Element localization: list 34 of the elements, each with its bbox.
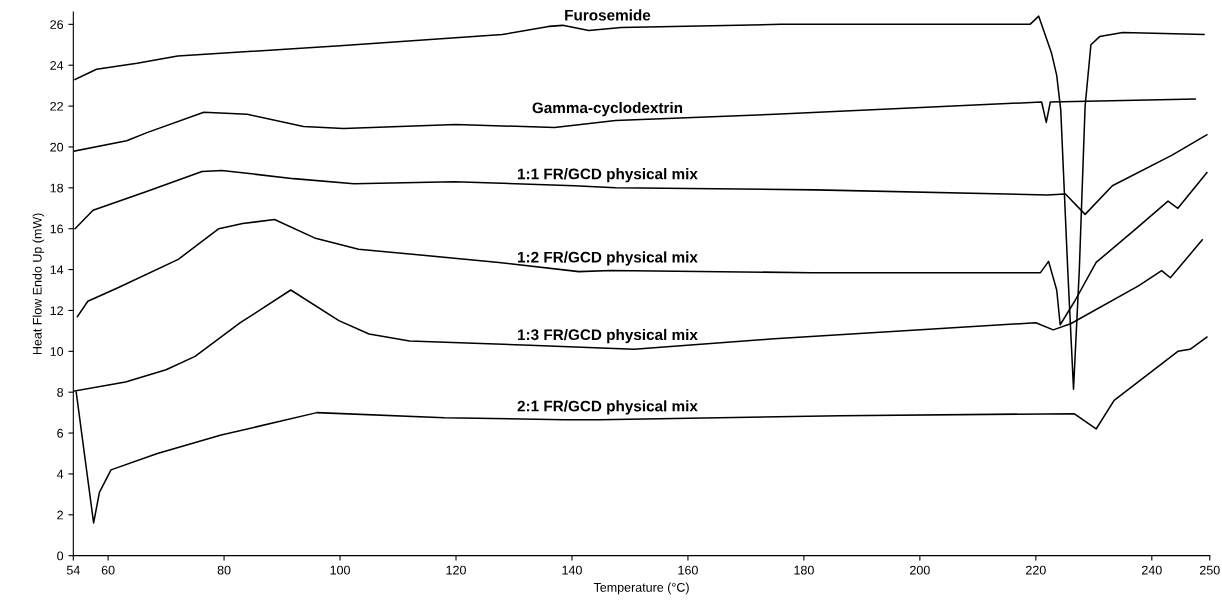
- x-tick-label: 180: [794, 565, 814, 575]
- y-tick-label: 14: [50, 265, 64, 275]
- y-tick-label: 2: [57, 510, 63, 520]
- series-label: 2:1 FR/GCD physical mix: [517, 400, 698, 415]
- x-tick-label: 220: [1026, 565, 1046, 575]
- x-tick-label: 200: [910, 565, 930, 575]
- y-tick-label: 4: [56, 469, 64, 479]
- y-tick-label: 16: [50, 224, 64, 234]
- y-tick-label: 26: [50, 20, 64, 29]
- y-tick-label: 22: [50, 101, 63, 111]
- x-tick-label: 54: [66, 565, 80, 575]
- x-tick-label: 60: [101, 565, 115, 575]
- y-tick-label: 0: [57, 551, 64, 561]
- series-label: 1:1 FR/GCD physical mix: [518, 168, 698, 183]
- series-label: 1:2 FR/GCD physical mix: [518, 251, 698, 266]
- x-tick-label: 240: [1142, 565, 1162, 575]
- y-tick-label: 12: [50, 306, 63, 315]
- x-tick-label: 80: [217, 565, 231, 575]
- y-tick-label: 20: [50, 142, 64, 152]
- x-tick-label: 140: [562, 565, 582, 575]
- y-tick-label: 10: [50, 347, 64, 356]
- y-tick-label: 24: [50, 61, 64, 70]
- y-axis-title: Heat Flow Endo Up (mW): [32, 213, 45, 355]
- x-tick-label: 250: [1199, 565, 1220, 575]
- series-label: 1:3 FR/GCD physical mix: [518, 328, 698, 344]
- series-label: Furosemide: [565, 9, 651, 21]
- y-tick-label: 6: [57, 428, 64, 438]
- x-tick-label: 100: [330, 565, 350, 575]
- series-label: Gamma-cyclodextrin: [532, 101, 683, 117]
- y-tick-label: 18: [50, 183, 64, 193]
- x-axis-title: Temperature (°C): [593, 582, 689, 595]
- x-tick-label: 120: [446, 565, 466, 575]
- y-tick-label: 8: [57, 387, 64, 397]
- x-tick-label: 160: [678, 565, 698, 575]
